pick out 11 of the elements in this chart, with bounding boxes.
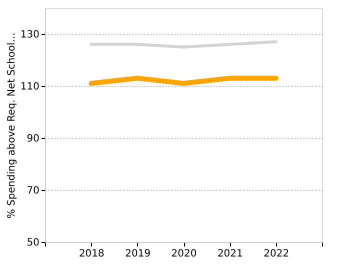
y-tick-label: 110 bbox=[20, 82, 40, 92]
x-tick-label: 2022 bbox=[264, 248, 290, 260]
y-tick-label: 70 bbox=[26, 186, 40, 196]
x-tick-label: 2019 bbox=[125, 248, 151, 260]
x-tick-label: 2018 bbox=[78, 248, 104, 260]
y-tick-label: 130 bbox=[20, 30, 40, 40]
y-axis-title: % Spending above Req. Net School… bbox=[6, 32, 18, 218]
y-tick-label: 90 bbox=[26, 134, 40, 144]
y-tick-label: 50 bbox=[26, 238, 40, 248]
x-tick-label: 2020 bbox=[171, 248, 197, 260]
x-tick-label: 2021 bbox=[217, 248, 243, 260]
